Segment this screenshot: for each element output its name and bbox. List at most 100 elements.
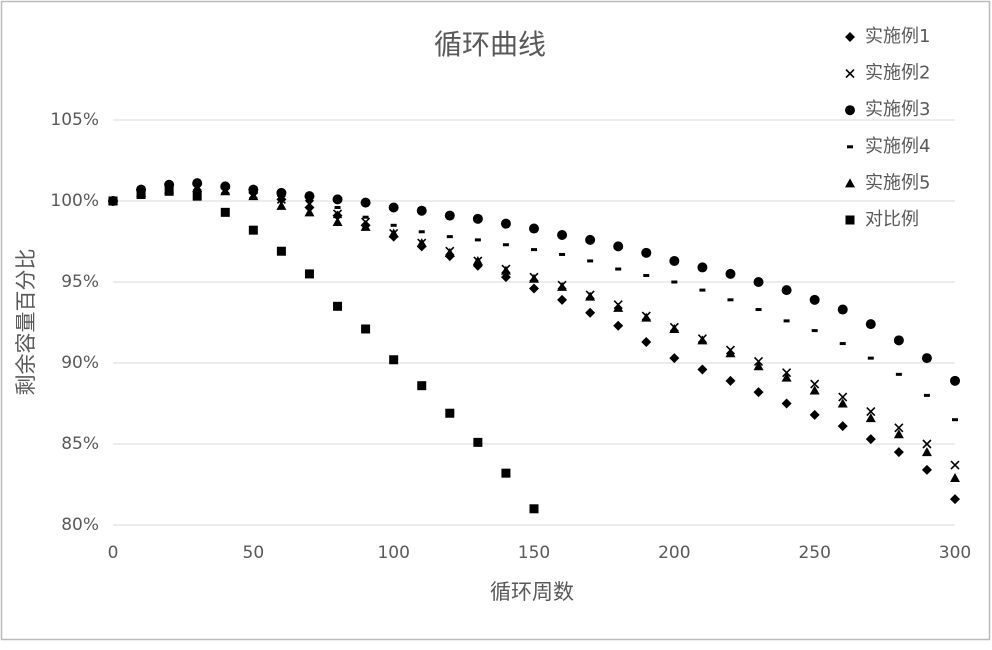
point — [753, 387, 764, 398]
point — [529, 273, 539, 283]
point — [699, 288, 706, 292]
point — [641, 247, 652, 258]
point — [837, 304, 848, 315]
point — [276, 246, 286, 256]
x-axis-label: 循环周数 — [490, 580, 574, 604]
chart-title: 循环曲线 — [434, 28, 546, 61]
legend-label: 实施例5 — [865, 172, 930, 193]
point — [445, 408, 455, 418]
point — [474, 238, 481, 242]
point — [304, 207, 315, 217]
point — [360, 221, 371, 231]
point — [418, 230, 425, 234]
point — [192, 183, 203, 193]
point — [753, 361, 764, 371]
y-tick-label: 85% — [61, 434, 99, 454]
point — [952, 418, 958, 422]
point — [866, 407, 876, 417]
point — [921, 464, 932, 475]
point — [725, 268, 736, 279]
point — [417, 381, 427, 391]
point — [276, 200, 287, 210]
point — [697, 364, 708, 375]
point — [613, 320, 624, 331]
point — [332, 209, 343, 219]
point — [867, 356, 874, 360]
point — [615, 267, 622, 271]
point — [306, 199, 313, 203]
point — [613, 302, 624, 312]
point — [587, 259, 594, 263]
legend-marker — [845, 69, 855, 79]
point — [921, 353, 932, 364]
point — [697, 262, 708, 273]
point — [727, 298, 734, 302]
point — [333, 301, 343, 311]
legend-marker — [845, 178, 855, 188]
point — [332, 194, 343, 205]
y-tick-label: 105% — [50, 110, 99, 130]
x-tick-label: 50 — [243, 543, 265, 563]
point — [362, 215, 369, 219]
point — [220, 207, 230, 217]
point — [811, 329, 818, 333]
legend-label: 实施例4 — [865, 136, 930, 157]
point — [641, 312, 652, 322]
point — [529, 223, 539, 234]
legend-marker — [847, 145, 853, 149]
point — [725, 348, 736, 358]
point — [472, 255, 483, 265]
point — [278, 194, 285, 198]
point — [643, 274, 650, 278]
point — [641, 336, 652, 347]
point — [192, 191, 202, 201]
point — [781, 372, 792, 382]
legend-label: 实施例2 — [865, 63, 930, 84]
point — [388, 202, 399, 213]
point — [753, 277, 764, 287]
point — [837, 421, 848, 432]
point — [922, 439, 932, 449]
point — [248, 191, 259, 201]
point — [472, 213, 483, 224]
legend-marker — [845, 215, 855, 225]
point — [444, 247, 455, 257]
point — [473, 437, 483, 447]
point — [559, 252, 566, 256]
point — [557, 230, 568, 241]
point — [529, 283, 539, 294]
point — [669, 353, 680, 364]
point — [809, 409, 820, 420]
legend-marker — [845, 105, 855, 116]
legend-marker — [845, 32, 855, 42]
point — [557, 294, 568, 305]
x-tick-label: 200 — [658, 543, 690, 563]
point — [893, 429, 904, 439]
y-tick-label: 100% — [50, 191, 99, 211]
point — [136, 190, 146, 200]
point — [810, 379, 820, 389]
point — [781, 285, 792, 296]
point — [585, 307, 596, 318]
point — [755, 308, 762, 312]
point — [500, 218, 511, 229]
point — [388, 228, 399, 238]
point — [360, 197, 371, 208]
point — [950, 375, 960, 386]
point — [893, 447, 904, 458]
point — [865, 413, 876, 423]
y-axis-label: 剩余容量百分比 — [14, 249, 38, 396]
point — [669, 323, 680, 333]
point — [531, 248, 537, 252]
x-tick-label: 250 — [798, 543, 830, 563]
point — [950, 494, 960, 505]
x-tick-label: 100 — [377, 543, 409, 563]
point — [893, 335, 904, 346]
point — [894, 423, 904, 433]
legend-label: 实施例1 — [865, 26, 930, 47]
point — [923, 393, 930, 397]
point — [809, 294, 820, 305]
